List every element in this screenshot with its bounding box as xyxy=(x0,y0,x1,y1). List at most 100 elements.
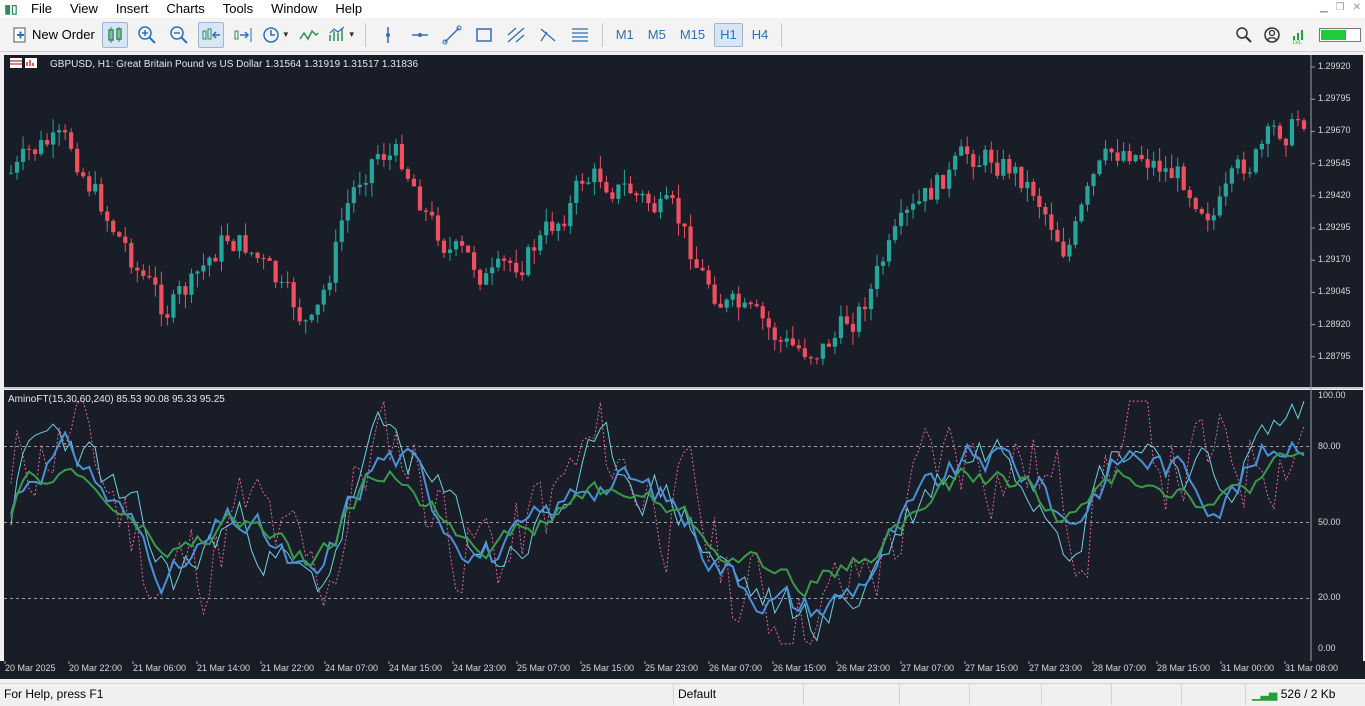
periodicity-button[interactable]: ▼ xyxy=(262,22,290,48)
candlestick-chart-button[interactable] xyxy=(101,21,128,48)
timeframe-h1[interactable]: H1 xyxy=(714,22,743,47)
time-axis-label: 27 Mar 23:00 xyxy=(1029,663,1083,673)
indicator-line-15 xyxy=(10,451,1305,599)
candle-body xyxy=(730,293,735,300)
candle-body xyxy=(796,345,801,349)
candle-body xyxy=(850,323,856,332)
candle-body xyxy=(1181,166,1186,191)
candle-body xyxy=(81,172,86,177)
account-icon[interactable] xyxy=(1263,26,1281,44)
candle-body xyxy=(1067,244,1072,257)
menu-help[interactable]: Help xyxy=(335,1,363,16)
candle-body xyxy=(201,265,206,272)
candle-body xyxy=(38,139,44,154)
chart-window[interactable]: GBPUSD, H1: Great Britain Pound vs US Do… xyxy=(0,53,1365,679)
candle-body xyxy=(1121,151,1126,161)
candle-body xyxy=(514,262,519,273)
timeframe-h4[interactable]: H4 xyxy=(751,26,769,42)
channel-tool[interactable] xyxy=(535,22,561,48)
trend-line-tool[interactable] xyxy=(439,22,465,48)
candle-body xyxy=(327,282,332,290)
candle-body xyxy=(784,338,789,342)
templates-button[interactable]: ▼ xyxy=(328,22,356,48)
time-axis-label: 27 Mar 15:00 xyxy=(965,663,1019,673)
candle-body xyxy=(50,132,56,145)
candle-body xyxy=(363,183,368,185)
menu-insert[interactable]: Insert xyxy=(115,1,149,16)
candle-body xyxy=(971,154,976,167)
close-icon[interactable]: ✕ xyxy=(1352,2,1361,13)
status-bar: For Help, press F1 Default ▁▃▅ 526 / 2 K… xyxy=(0,683,1365,705)
zoom-out-button[interactable] xyxy=(166,22,192,48)
time-axis-label: 25 Mar 15:00 xyxy=(581,663,635,673)
candle-body xyxy=(496,258,501,268)
fibonacci-icon xyxy=(507,27,525,42)
candle-body xyxy=(826,343,832,347)
candle-body xyxy=(682,223,687,227)
restore-icon[interactable]: ❐ xyxy=(1335,2,1345,13)
rectangle-tool[interactable] xyxy=(471,22,497,48)
candle-body xyxy=(1097,160,1102,175)
fibonacci-tool[interactable] xyxy=(503,22,529,48)
candle-body xyxy=(1301,120,1307,129)
connection-strength-fill xyxy=(1321,30,1346,40)
candle-body xyxy=(297,307,302,322)
menu-charts[interactable]: Charts xyxy=(166,1,205,16)
candle-body xyxy=(357,184,362,188)
candle-body xyxy=(652,203,657,213)
timeframe-m5[interactable]: M5 xyxy=(647,26,666,42)
candle-body xyxy=(20,148,26,162)
candle-body xyxy=(345,203,350,221)
status-profile[interactable]: Default xyxy=(673,684,803,705)
candle-body xyxy=(285,281,290,283)
objects-list-tool[interactable] xyxy=(567,22,593,48)
candle-body xyxy=(736,293,741,308)
candle-body xyxy=(333,241,338,283)
new-order-button[interactable]: New Order xyxy=(8,27,99,43)
time-axis-label: 24 Mar 15:00 xyxy=(389,663,443,673)
chart-canvas[interactable] xyxy=(0,53,1365,679)
menu-file[interactable]: File xyxy=(31,1,52,16)
menu-window[interactable]: Window xyxy=(271,1,318,16)
candle-body xyxy=(117,232,122,237)
menu-tools[interactable]: Tools xyxy=(222,1,254,16)
search-icon[interactable] xyxy=(1235,26,1253,44)
candle-body xyxy=(1235,159,1240,169)
candle-body xyxy=(1085,186,1090,205)
candle-body xyxy=(1049,214,1054,230)
candle-body xyxy=(562,223,567,227)
auto-scroll-button[interactable] xyxy=(230,22,256,48)
vertical-line-tool[interactable] xyxy=(375,22,401,48)
candle-body xyxy=(111,220,116,233)
price-axis-label: 1.29795 xyxy=(1318,93,1351,104)
menu-view[interactable]: View xyxy=(69,1,98,16)
chart-symbol-icons xyxy=(10,58,38,71)
candle-body xyxy=(910,203,916,210)
status-traffic: ▁▃▅ 526 / 2 Kb xyxy=(1245,684,1363,705)
timeframe-m15[interactable]: M15 xyxy=(679,26,706,42)
timeframe-m1[interactable]: M1 xyxy=(615,26,634,42)
candle-body xyxy=(399,143,405,170)
horizontal-line-tool[interactable] xyxy=(407,22,433,48)
candle-body xyxy=(387,155,392,160)
candle-body xyxy=(465,245,471,253)
price-axis-label: 1.29545 xyxy=(1318,157,1351,168)
zoom-in-button[interactable] xyxy=(134,22,160,48)
status-help-text: For Help, press F1 xyxy=(4,687,104,701)
candle-body xyxy=(1265,126,1271,144)
signal-bars-icon: ▁▃▅ xyxy=(1252,689,1278,701)
candle-body xyxy=(1253,149,1258,173)
indicator-line-30 xyxy=(10,430,1305,618)
indicators-button[interactable] xyxy=(296,22,322,48)
rectangle-icon xyxy=(475,27,492,42)
chart-shift-button[interactable] xyxy=(197,21,224,48)
candle-body xyxy=(1133,155,1138,162)
candle-body xyxy=(760,306,765,319)
candle-body xyxy=(862,306,868,310)
candle-body xyxy=(225,235,230,242)
minimize-icon[interactable]: ▁ xyxy=(1319,2,1328,13)
candle-body xyxy=(57,130,62,133)
candle-body xyxy=(965,146,970,155)
candle-body xyxy=(766,318,771,328)
candle-body xyxy=(1145,159,1150,168)
